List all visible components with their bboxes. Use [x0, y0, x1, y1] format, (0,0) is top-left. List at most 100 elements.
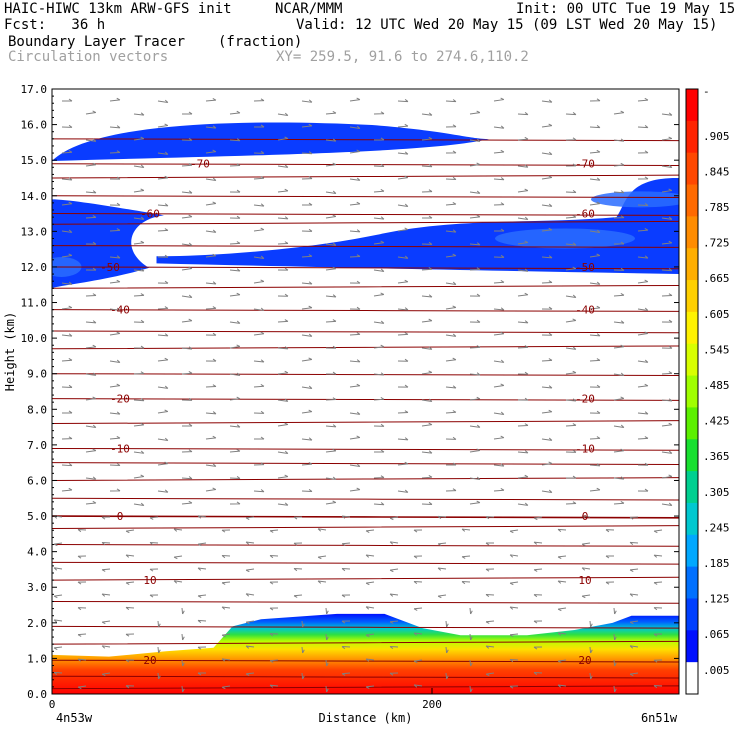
circulation-vector [373, 292, 385, 297]
circulation-vector [133, 450, 145, 454]
circulation-vector [373, 111, 385, 115]
overlay-name: Circulation vectors [8, 49, 169, 65]
circulation-vector [469, 110, 481, 115]
circulation-vector [125, 554, 135, 558]
circulation-vector [517, 320, 529, 324]
colorbar-segment [686, 152, 698, 186]
isotherm-label: -40 [575, 304, 595, 317]
circulation-vector [613, 267, 625, 271]
circulation-vector [229, 241, 241, 245]
circulation-vector [421, 475, 433, 479]
circulation-vector [397, 123, 409, 128]
circulation-vector [245, 593, 255, 597]
isotherm-line [52, 625, 679, 629]
circulation-vector [229, 475, 241, 480]
circulation-vector [133, 164, 145, 168]
circulation-vector [509, 633, 519, 637]
circulation-vector [589, 177, 601, 181]
circulation-vector [421, 267, 433, 271]
circulation-vector [301, 176, 313, 180]
circulation-vector [221, 581, 231, 585]
circulation-vector [133, 345, 145, 349]
circulation-vector [301, 437, 313, 441]
circulation-vector [637, 436, 649, 440]
circulation-vector [253, 489, 265, 493]
circulation-vector [77, 685, 87, 690]
circulation-vector [133, 216, 145, 220]
circulation-vector [149, 516, 159, 520]
circulation-vector [589, 672, 593, 680]
colorbar-label: .845 [703, 165, 730, 178]
circulation-vector [85, 424, 97, 428]
circulation-vector [493, 488, 505, 492]
circulation-vector [637, 227, 649, 232]
isotherm-line [52, 330, 679, 334]
circulation-vector [589, 358, 601, 362]
circulation-vector [325, 345, 337, 349]
circulation-vector [629, 672, 639, 677]
circulation-vector [533, 516, 543, 521]
circulation-vector [229, 372, 241, 376]
circulation-vector [661, 398, 673, 402]
circulation-vector [373, 502, 385, 506]
circulation-vector [541, 203, 553, 207]
circulation-vector [53, 646, 63, 650]
y-tick-label: 2.0 [27, 617, 47, 630]
circulation-vector [469, 214, 481, 219]
circulation-vector [397, 332, 409, 336]
circulation-vector [389, 541, 399, 545]
circulation-vector [397, 279, 409, 284]
circulation-vector [349, 487, 361, 492]
circulation-vector [541, 151, 553, 155]
circulation-vector [445, 150, 457, 154]
circulation-vector [533, 672, 543, 676]
circulation-vector [133, 268, 145, 272]
circulation-vector [133, 398, 145, 402]
circulation-vector [637, 359, 649, 363]
circulation-vector [517, 474, 529, 479]
circulation-vector [253, 410, 265, 414]
isotherm-line [52, 420, 679, 425]
circulation-vector [157, 489, 169, 493]
circulation-vector [613, 138, 625, 142]
colorbar-label: .065 [703, 628, 730, 641]
circulation-vector [613, 162, 625, 167]
circulation-vector [157, 620, 161, 628]
circulation-vector [85, 190, 97, 194]
circulation-vector [541, 358, 553, 362]
circulation-vector [493, 411, 505, 415]
circulation-vector [101, 542, 111, 546]
circulation-vector [613, 448, 625, 453]
circulation-vector [77, 581, 87, 585]
circulation-vector [221, 529, 231, 533]
circulation-vector [133, 422, 145, 427]
y-tick-label: 8.0 [27, 403, 47, 416]
y-tick-label: 5.0 [27, 510, 47, 523]
circulation-vector [613, 190, 625, 194]
circulation-vector [325, 659, 329, 667]
circulation-vector [517, 371, 529, 375]
circulation-vector [637, 488, 649, 492]
circulation-vector [325, 397, 337, 401]
circulation-vector [469, 476, 481, 480]
circulation-vector [277, 267, 289, 271]
circulation-vector [133, 319, 145, 323]
circulation-vector [413, 659, 423, 664]
circulation-vector [181, 137, 193, 141]
circulation-vector [229, 110, 241, 115]
circulation-vector [181, 449, 193, 453]
circulation-vector [517, 216, 529, 220]
circulation-vector [637, 307, 649, 311]
circulation-vector [589, 410, 601, 414]
circulation-vector [181, 659, 185, 667]
circulation-vector [181, 190, 193, 194]
circulation-vector [397, 307, 409, 311]
circulation-vector [661, 502, 673, 506]
circulation-vector [469, 659, 473, 667]
circulation-vector [389, 620, 399, 624]
circulation-vector [469, 685, 473, 693]
circulation-vector [613, 501, 625, 505]
circulation-vector [125, 606, 135, 611]
circulation-vector [253, 436, 265, 440]
circulation-vector [493, 435, 505, 440]
